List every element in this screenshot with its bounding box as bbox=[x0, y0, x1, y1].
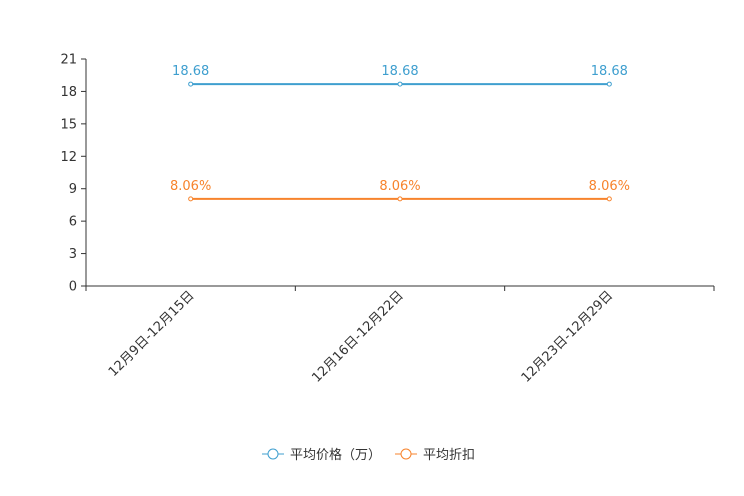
y-tick-label: 9 bbox=[69, 182, 77, 197]
data-label: 18.68 bbox=[172, 64, 209, 79]
series-layer: 18.68 18.68 18.68 8.06% 8.06% 8.06% bbox=[170, 64, 630, 202]
legend-label: 平均折扣 bbox=[423, 448, 475, 463]
data-label: 18.68 bbox=[381, 64, 418, 79]
y-tick-label: 12 bbox=[60, 150, 77, 165]
legend-item[interactable]: 平均折扣 bbox=[395, 448, 475, 463]
y-tick-label: 18 bbox=[60, 85, 77, 100]
data-point[interactable] bbox=[606, 81, 612, 87]
y-tick-label: 21 bbox=[60, 53, 77, 68]
data-point[interactable] bbox=[397, 196, 403, 202]
legend-item[interactable]: 平均价格（万） bbox=[262, 447, 381, 463]
y-axis-ticks: 0 3 6 9 12 15 18 21 bbox=[60, 53, 86, 295]
y-tick-label: 15 bbox=[60, 117, 77, 132]
legend-circle-icon bbox=[267, 448, 279, 460]
legend-label: 平均价格（万） bbox=[290, 447, 381, 463]
data-point[interactable] bbox=[188, 196, 194, 202]
x-axis-ticks: 12月9日-12月15日 12月16日-12月22日 12月23日-12月29日 bbox=[85, 286, 715, 386]
data-point[interactable] bbox=[397, 81, 403, 87]
data-label: 8.06% bbox=[589, 179, 630, 194]
legend-circle-icon bbox=[400, 448, 412, 460]
data-label: 8.06% bbox=[170, 179, 211, 194]
y-tick-label: 6 bbox=[69, 215, 77, 230]
x-tick-label: 12月9日-12月15日 bbox=[106, 288, 198, 380]
data-label: 18.68 bbox=[591, 64, 628, 79]
y-tick-label: 3 bbox=[69, 247, 77, 262]
data-label: 8.06% bbox=[379, 179, 420, 194]
x-tick-label: 12月23日-12月29日 bbox=[519, 288, 616, 385]
legend[interactable]: 平均价格（万） 平均折扣 bbox=[262, 447, 475, 463]
data-point[interactable] bbox=[188, 81, 194, 87]
x-tick-label: 12月16日-12月22日 bbox=[309, 288, 406, 385]
data-point[interactable] bbox=[606, 196, 612, 202]
y-tick-label: 0 bbox=[69, 280, 77, 295]
